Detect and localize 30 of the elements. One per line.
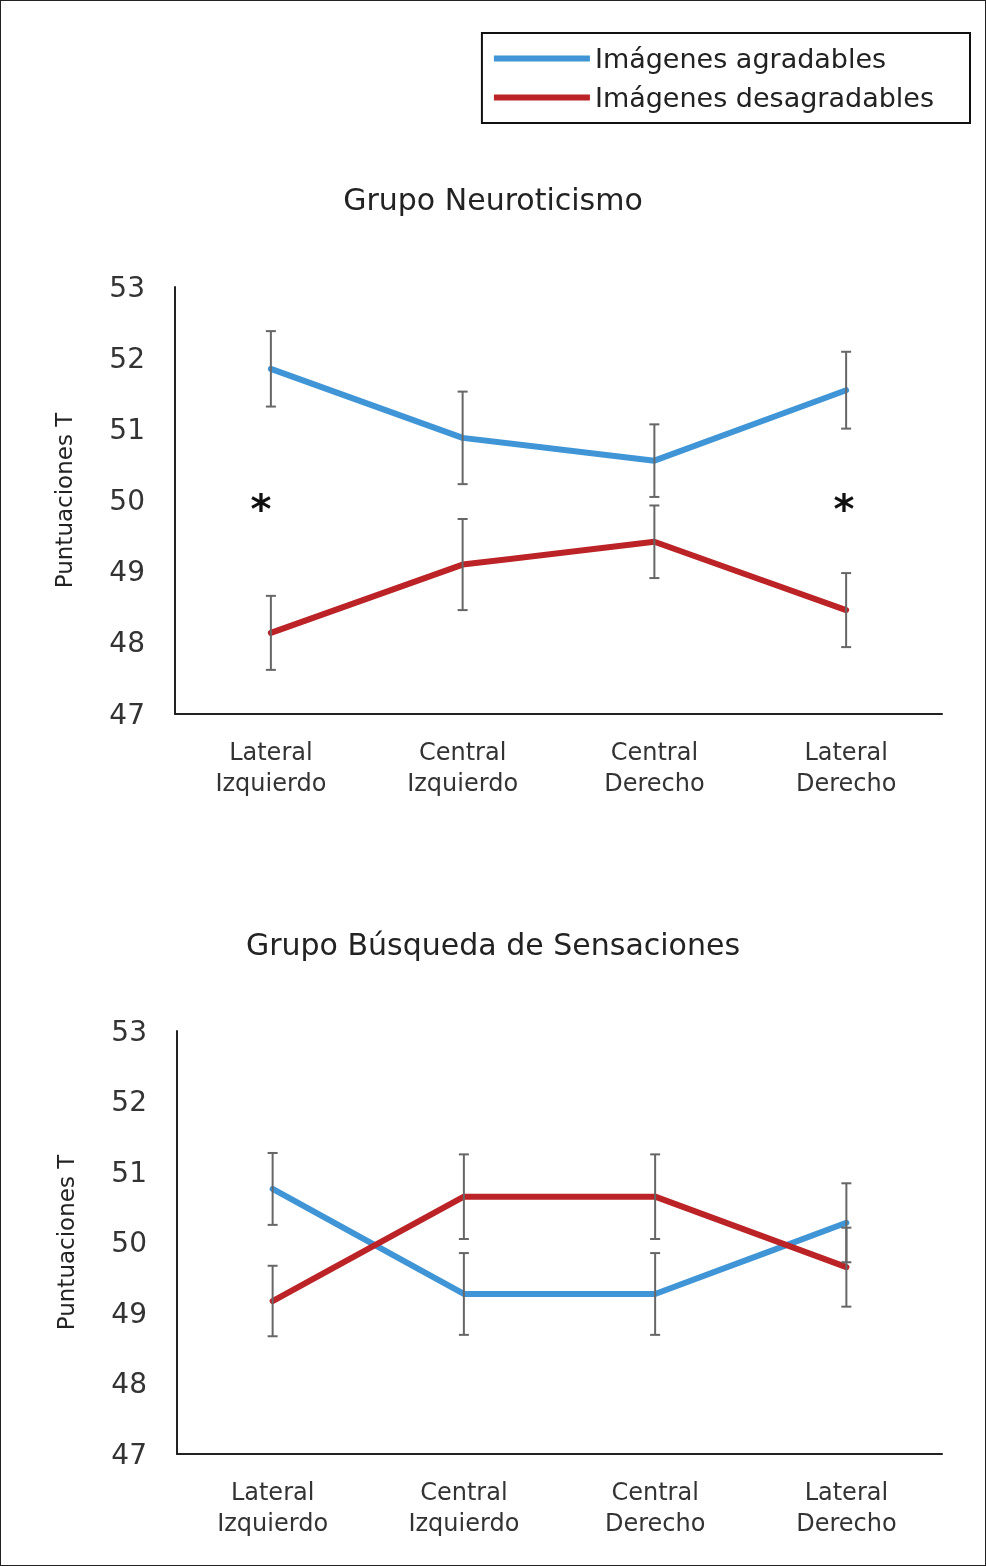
y-tick-label: 49	[109, 555, 145, 589]
y-tick-label: 49	[111, 1296, 147, 1330]
legend-label: Imágenes agradables	[594, 43, 887, 74]
legend-label: Imágenes desagradables	[594, 82, 935, 113]
x-tick-label: Central Derecho	[604, 1477, 706, 1537]
y-tick-label: 48	[109, 626, 145, 660]
x-tick-label: Central Izquierdo	[407, 737, 519, 797]
y-tick-label: 53	[111, 1014, 147, 1048]
x-tick-label: Central Izquierdo	[408, 1477, 520, 1537]
y-tick-label: 51	[109, 412, 145, 446]
x-tick-label: Central Derecho	[604, 737, 705, 797]
y-axis-title: Puntuaciones T	[52, 1153, 79, 1331]
annotation: *	[250, 486, 272, 532]
x-tick-label: Lateral Izquierdo	[217, 1477, 329, 1537]
y-tick-label: 47	[111, 1437, 147, 1471]
y-tick-label: 48	[111, 1367, 147, 1400]
y-tick-label: 50	[111, 1226, 147, 1259]
y-tick-label: 53	[109, 270, 145, 304]
x-tick-label: Lateral Derecho	[796, 1477, 897, 1537]
y-tick-label: 52	[109, 341, 145, 375]
y-axis-title: Puntuaciones T	[50, 411, 77, 589]
chart-title: Grupo Búsqueda de Sensaciones	[245, 926, 741, 962]
y-tick-label: 51	[111, 1155, 147, 1189]
x-tick-label: Lateral Derecho	[795, 737, 897, 797]
annotation: *	[833, 486, 855, 532]
y-tick-label: 50	[109, 484, 145, 517]
x-tick-label: Lateral Izquierdo	[215, 737, 327, 797]
chart-title: Grupo Neuroticismo	[343, 181, 643, 217]
y-tick-label: 52	[111, 1085, 147, 1118]
y-tick-label: 47	[109, 697, 145, 731]
